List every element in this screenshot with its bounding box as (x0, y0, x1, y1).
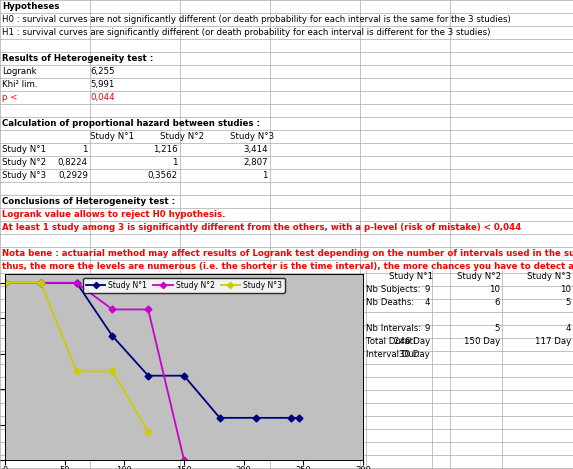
Study N°1 (252, 415, 259, 421)
Text: thus, the more the levels are numerous (i.e. the shorter is the time interval), : thus, the more the levels are numerous (… (2, 262, 573, 271)
Text: 9: 9 (425, 324, 430, 333)
Text: Study N°2: Study N°2 (160, 132, 204, 141)
Text: 3,414: 3,414 (244, 145, 268, 154)
Study N°3 (109, 369, 116, 374)
Text: 4: 4 (566, 324, 571, 333)
Text: 5: 5 (494, 324, 500, 333)
Text: 0,8224: 0,8224 (58, 158, 88, 167)
Study N°1 (109, 333, 116, 339)
Legend: Study N°1, Study N°2, Study N°3: Study N°1, Study N°2, Study N°3 (83, 278, 285, 293)
Text: 246 Day: 246 Day (394, 337, 430, 346)
Study N°3 (37, 280, 44, 286)
Text: 150 Day: 150 Day (464, 337, 500, 346)
Text: Results of Heterogeneity test :: Results of Heterogeneity test : (2, 54, 153, 63)
Text: 1,216: 1,216 (154, 145, 178, 154)
Study N°3 (2, 280, 9, 286)
Line: Study N°2: Study N°2 (2, 280, 186, 462)
Study N°2 (180, 457, 187, 463)
Text: 0,044: 0,044 (90, 93, 115, 102)
Study N°1 (295, 415, 302, 421)
Text: 0,3562: 0,3562 (148, 171, 178, 180)
Text: Study N°3: Study N°3 (2, 171, 46, 180)
Text: 10: 10 (560, 285, 571, 294)
Study N°2 (73, 280, 80, 286)
Text: H0 : survival curves are not significantly different (or death probability for e: H0 : survival curves are not significant… (2, 15, 511, 24)
Text: Study N°1: Study N°1 (90, 132, 134, 141)
Text: 0,2929: 0,2929 (58, 171, 88, 180)
Text: Logrank value allows to reject H0 hypothesis.: Logrank value allows to reject H0 hypoth… (2, 210, 226, 219)
Line: Study N°1: Study N°1 (2, 280, 301, 420)
Text: Nb Intervals:: Nb Intervals: (366, 324, 421, 333)
Text: H1 : survival curves are significantly different (or death probability for each : H1 : survival curves are significantly d… (2, 28, 490, 37)
Text: 5: 5 (566, 298, 571, 307)
Text: Conclusions of Heterogeneity test :: Conclusions of Heterogeneity test : (2, 197, 175, 206)
Text: Hypotheses: Hypotheses (2, 2, 60, 11)
Text: 117 Day: 117 Day (535, 337, 571, 346)
Text: 1: 1 (83, 145, 88, 154)
Text: Nb Subjects:: Nb Subjects: (366, 285, 421, 294)
Study N°1 (37, 280, 44, 286)
Text: Study N°1: Study N°1 (2, 145, 46, 154)
Text: 1: 1 (172, 158, 178, 167)
Text: Khi² lim.: Khi² lim. (2, 80, 37, 89)
Study N°1 (73, 280, 80, 286)
Study N°1 (217, 415, 223, 421)
Text: At least 1 study among 3 is significantly different from the others, with a p-le: At least 1 study among 3 is significantl… (2, 223, 521, 232)
Study N°1 (145, 373, 152, 378)
Study N°3 (145, 429, 152, 434)
Text: Nota bene : actuarial method may affect results of Logrank test depending on the: Nota bene : actuarial method may affect … (2, 249, 573, 258)
Line: Study N°3: Study N°3 (2, 280, 151, 434)
Text: Calculation of proportional hazard between studies :: Calculation of proportional hazard betwe… (2, 119, 260, 128)
Text: 9: 9 (425, 285, 430, 294)
Text: Study N°3: Study N°3 (527, 272, 571, 281)
Text: Study N°2: Study N°2 (2, 158, 46, 167)
Text: Logrank: Logrank (2, 67, 37, 76)
Text: Nb Deaths:: Nb Deaths: (366, 298, 414, 307)
Text: 5,991: 5,991 (90, 80, 115, 89)
Text: 6,255: 6,255 (90, 67, 115, 76)
Study N°2 (145, 307, 152, 312)
Text: Study N°2: Study N°2 (457, 272, 501, 281)
Text: 6: 6 (494, 298, 500, 307)
Study N°1 (180, 373, 187, 378)
Text: 2,807: 2,807 (244, 158, 268, 167)
Study N°1 (2, 280, 9, 286)
Text: p <: p < (2, 93, 17, 102)
Study N°3 (73, 369, 80, 374)
Text: 4: 4 (425, 298, 430, 307)
Study N°2 (109, 307, 116, 312)
Study N°1 (288, 415, 295, 421)
Study N°2 (2, 280, 9, 286)
Study N°2 (37, 280, 44, 286)
Text: Study N°3: Study N°3 (230, 132, 274, 141)
Text: 30 Day: 30 Day (399, 350, 430, 359)
Text: 10: 10 (489, 285, 500, 294)
Text: Interval Dur:: Interval Dur: (366, 350, 420, 359)
Text: Total Durati: Total Durati (366, 337, 415, 346)
Text: 1: 1 (262, 171, 268, 180)
Text: Study N°1: Study N°1 (389, 272, 433, 281)
